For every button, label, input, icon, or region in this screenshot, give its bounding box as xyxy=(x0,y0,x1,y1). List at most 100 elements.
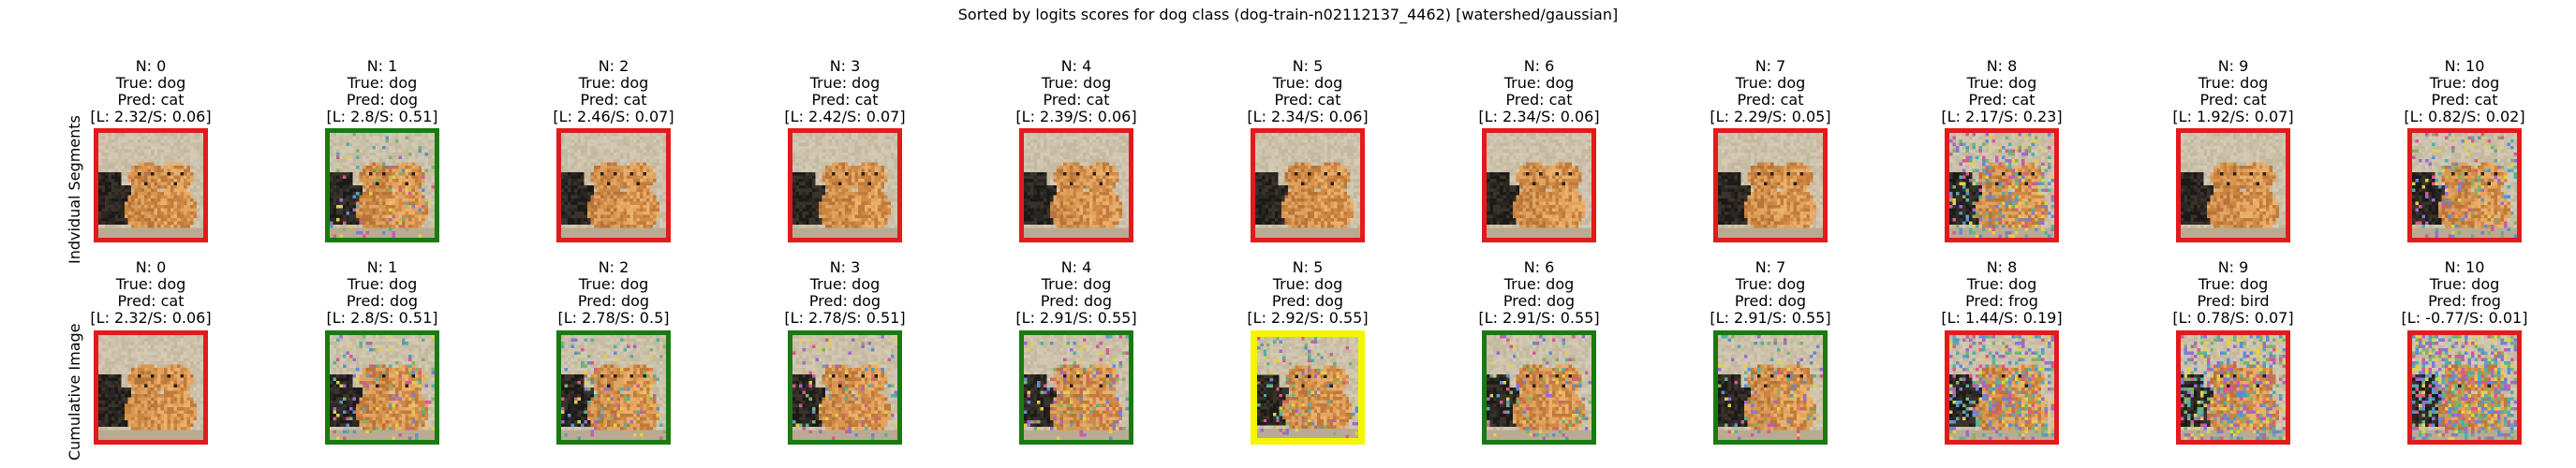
thumbnail-caption: N: 9 True: dog Pred: cat [L: 1.92/S: 0.07] xyxy=(2139,58,2327,125)
thumbnail-image xyxy=(556,128,671,242)
caption-true: True: dog xyxy=(520,75,707,92)
caption-n: N: 1 xyxy=(289,58,476,75)
caption-scores: [L: 2.8/S: 0.51] xyxy=(289,310,476,327)
caption-pred: Pred: frog xyxy=(2371,293,2558,310)
caption-pred: Pred: cat xyxy=(2139,92,2327,109)
thumbnail-caption: N: 10 True: dog Pred: cat [L: 0.82/S: 0.02] xyxy=(2371,58,2558,125)
caption-n: N: 2 xyxy=(520,58,707,75)
caption-scores: [L: 2.34/S: 0.06] xyxy=(1214,109,1401,125)
caption-pred: Pred: cat xyxy=(57,92,244,109)
caption-scores: [L: 1.92/S: 0.07] xyxy=(2139,109,2327,125)
caption-n: N: 7 xyxy=(1677,58,1864,75)
thumbnail-caption: N: 7 True: dog Pred: dog [L: 2.91/S: 0.55] xyxy=(1677,259,1864,327)
caption-n: N: 0 xyxy=(57,58,244,75)
thumbnail-image xyxy=(94,330,208,445)
caption-scores: [L: 2.8/S: 0.51] xyxy=(289,109,476,125)
caption-true: True: dog xyxy=(983,276,1170,293)
thumbnail-caption: N: 4 True: dog Pred: dog [L: 2.91/S: 0.55] xyxy=(983,259,1170,327)
caption-pred: Pred: cat xyxy=(1445,92,1633,109)
thumbnail-image xyxy=(1945,330,2059,445)
caption-pred: Pred: dog xyxy=(751,293,939,310)
caption-scores: [L: 2.29/S: 0.05] xyxy=(1677,109,1864,125)
thumbnail-caption: N: 8 True: dog Pred: cat [L: 2.17/S: 0.23] xyxy=(1908,58,2095,125)
caption-true: True: dog xyxy=(2139,276,2327,293)
caption-pred: Pred: dog xyxy=(1677,293,1864,310)
caption-n: N: 3 xyxy=(751,58,939,75)
caption-true: True: dog xyxy=(57,75,244,92)
caption-n: N: 10 xyxy=(2371,259,2558,276)
thumbnail-caption: N: 6 True: dog Pred: dog [L: 2.91/S: 0.55] xyxy=(1445,259,1633,327)
thumbnail-image xyxy=(788,128,902,242)
thumbnail-image xyxy=(325,330,439,445)
caption-scores: [L: 2.78/S: 0.51] xyxy=(751,310,939,327)
thumbnail-caption: N: 2 True: dog Pred: cat [L: 2.46/S: 0.07] xyxy=(520,58,707,125)
caption-n: N: 9 xyxy=(2139,58,2327,75)
thumbnail-caption: N: 9 True: dog Pred: bird [L: 0.78/S: 0.07] xyxy=(2139,259,2327,327)
caption-true: True: dog xyxy=(289,75,476,92)
thumbnail-image xyxy=(1251,330,1365,445)
caption-n: N: 5 xyxy=(1214,259,1401,276)
caption-scores: [L: 2.91/S: 0.55] xyxy=(1677,310,1864,327)
caption-pred: Pred: bird xyxy=(2139,293,2327,310)
thumbnail-image xyxy=(1019,330,1133,445)
caption-pred: Pred: dog xyxy=(1214,293,1401,310)
caption-scores: [L: 1.44/S: 0.19] xyxy=(1908,310,2095,327)
thumbnail-image xyxy=(788,330,902,445)
caption-n: N: 0 xyxy=(57,259,244,276)
caption-pred: Pred: cat xyxy=(2371,92,2558,109)
thumbnail-caption: N: 3 True: dog Pred: dog [L: 2.78/S: 0.51] xyxy=(751,259,939,327)
thumbnail-image xyxy=(2407,330,2522,445)
row-label-cumulative-image: Cumulative Image xyxy=(66,323,84,461)
thumbnail-caption: N: 1 True: dog Pred: dog [L: 2.8/S: 0.51] xyxy=(289,58,476,125)
thumbnail-caption: N: 0 True: dog Pred: cat [L: 2.32/S: 0.06] xyxy=(57,259,244,327)
thumbnail-image xyxy=(2176,330,2290,445)
caption-n: N: 1 xyxy=(289,259,476,276)
caption-scores: [L: 2.91/S: 0.55] xyxy=(983,310,1170,327)
thumbnail-caption: N: 5 True: dog Pred: cat [L: 2.34/S: 0.06] xyxy=(1214,58,1401,125)
thumbnail-image xyxy=(1713,128,1828,242)
thumbnail-image xyxy=(1713,330,1828,445)
caption-pred: Pred: cat xyxy=(751,92,939,109)
thumbnail-caption: N: 6 True: dog Pred: cat [L: 2.34/S: 0.06] xyxy=(1445,58,1633,125)
caption-n: N: 8 xyxy=(1908,259,2095,276)
caption-true: True: dog xyxy=(520,276,707,293)
thumbnail-caption: N: 1 True: dog Pred: dog [L: 2.8/S: 0.51] xyxy=(289,259,476,327)
caption-true: True: dog xyxy=(1677,276,1864,293)
caption-true: True: dog xyxy=(751,276,939,293)
thumbnail-image xyxy=(325,128,439,242)
caption-scores: [L: 2.32/S: 0.06] xyxy=(57,109,244,125)
caption-true: True: dog xyxy=(2371,276,2558,293)
thumbnail-caption: N: 8 True: dog Pred: frog [L: 1.44/S: 0.19] xyxy=(1908,259,2095,327)
caption-n: N: 7 xyxy=(1677,259,1864,276)
caption-n: N: 10 xyxy=(2371,58,2558,75)
caption-pred: Pred: cat xyxy=(1214,92,1401,109)
caption-true: True: dog xyxy=(289,276,476,293)
thumbnail-image xyxy=(556,330,671,445)
thumbnail-image xyxy=(1251,128,1365,242)
caption-pred: Pred: dog xyxy=(983,293,1170,310)
caption-scores: [L: 0.82/S: 0.02] xyxy=(2371,109,2558,125)
caption-scores: [L: 2.42/S: 0.07] xyxy=(751,109,939,125)
caption-n: N: 3 xyxy=(751,259,939,276)
caption-pred: Pred: dog xyxy=(289,92,476,109)
caption-true: True: dog xyxy=(1445,276,1633,293)
caption-pred: Pred: cat xyxy=(1677,92,1864,109)
thumbnail-caption: N: 2 True: dog Pred: dog [L: 2.78/S: 0.5] xyxy=(520,259,707,327)
caption-scores: [L: 2.39/S: 0.06] xyxy=(983,109,1170,125)
figure-title: Sorted by logits scores for dog class (d… xyxy=(0,6,2576,24)
caption-pred: Pred: cat xyxy=(983,92,1170,109)
thumbnail-image xyxy=(1482,330,1596,445)
thumbnail-image xyxy=(1945,128,2059,242)
thumbnail-caption: N: 5 True: dog Pred: dog [L: 2.92/S: 0.55] xyxy=(1214,259,1401,327)
caption-true: True: dog xyxy=(983,75,1170,92)
caption-true: True: dog xyxy=(2371,75,2558,92)
caption-scores: [L: -0.77/S: 0.01] xyxy=(2371,310,2558,327)
thumbnail-image xyxy=(94,128,208,242)
caption-n: N: 4 xyxy=(983,259,1170,276)
caption-pred: Pred: cat xyxy=(1908,92,2095,109)
caption-scores: [L: 0.78/S: 0.07] xyxy=(2139,310,2327,327)
caption-pred: Pred: cat xyxy=(57,293,244,310)
caption-n: N: 8 xyxy=(1908,58,2095,75)
caption-true: True: dog xyxy=(1445,75,1633,92)
row-label-individual-segments: Indvidual Segments xyxy=(66,115,84,264)
